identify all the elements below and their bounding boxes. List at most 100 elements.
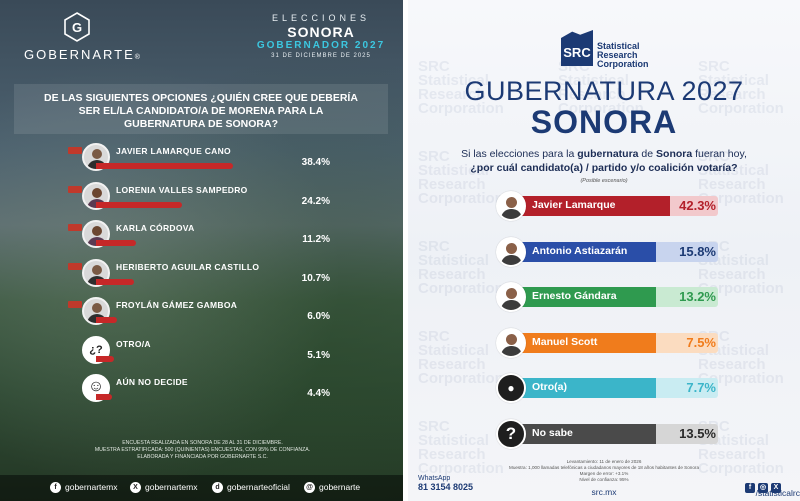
category-label: Ernesto Gándara (532, 290, 617, 302)
gobernarte-panel: G GOBERNARTE® ELECCIONES SONORA GOBERNAD… (0, 0, 403, 501)
header-race: GOBERNADOR 2027 (256, 40, 386, 51)
bar-track (506, 287, 718, 307)
bar-track (506, 378, 718, 398)
party-flag-icon (68, 262, 82, 270)
value-label: 42.3% (679, 198, 716, 213)
value-label: 10.7% (301, 272, 330, 284)
bar-track (96, 163, 326, 169)
question-icon: ¿? (82, 335, 110, 364)
right-bar-row: ? No sabe 13.5% (496, 418, 718, 449)
bar (96, 394, 112, 400)
category-label: No sabe (532, 426, 573, 439)
gobernarte-brand: GOBERNARTE® (24, 47, 142, 62)
gobernarte-logo-icon: G (64, 12, 90, 42)
tiktok-link[interactable]: d gobernarteoficial (212, 482, 290, 494)
instagram-link[interactable]: @ gobernarte (304, 482, 360, 494)
bar-track (506, 241, 718, 262)
facebook-link[interactable]: f gobernartemx (50, 482, 117, 494)
value-label: 13.5% (679, 425, 716, 441)
category-label: Otro(a) (532, 381, 567, 393)
x-icon[interactable]: X (771, 483, 781, 493)
watermark-logo: SRC Statistical Research Corporation (418, 148, 504, 207)
left-bar-row: FROYLÁN GÁMEZ GAMBOA 6.0% (0, 297, 403, 333)
methodology-note: Levantamiento: 11 de enero de 2026 Muest… (509, 459, 699, 482)
right-bar-row: Javier Lamarque 42.3% (496, 190, 718, 221)
facebook-icon[interactable]: f (745, 483, 755, 493)
value-label: 11.2% (302, 234, 330, 245)
value-label: 13.2% (679, 289, 716, 304)
bar (506, 241, 656, 262)
bar-track (96, 240, 326, 246)
right-bar-row: Antonio Astiazarán 15.8% (496, 236, 718, 267)
right-bar-row: Manuel Scott 7.5% (496, 327, 718, 358)
bar-track (96, 317, 326, 323)
bar (506, 196, 670, 216)
party-flag-icon (68, 224, 82, 231)
left-bar-row: ¿? OTRO/A 5.1% (0, 335, 403, 372)
right-bar-row: ● Otro(a) 7.7% (496, 372, 718, 403)
bar-track (96, 355, 326, 362)
website-link[interactable]: src.mx (591, 487, 617, 497)
value-label: 4.4% (307, 388, 330, 399)
bar (506, 332, 656, 353)
candidate-avatar (496, 236, 526, 267)
left-bar-row: ☺ AÚN NO DECIDE 4.4% (0, 374, 403, 410)
value-label: 5.1% (307, 349, 330, 361)
value-label: 7.5% (686, 334, 716, 350)
category-label: JAVIER LAMARQUE CANO (116, 146, 231, 156)
bar-track (96, 394, 326, 400)
category-label: AÚN NO DECIDE (116, 377, 188, 387)
background-photo (0, 0, 403, 501)
chart-title-line-2: SONORA (530, 104, 678, 140)
category-label: HERIBERTO AGUILAR CASTILLO (116, 261, 260, 272)
left-bar-row: KARLA CÓRDOVA 11.2% (0, 220, 403, 256)
methodology-note: ENCUESTA REALIZADA EN SONORA DE 28 AL 31… (94, 440, 311, 460)
svg-text:G: G (72, 20, 82, 35)
instagram-icon[interactable]: ◎ (758, 483, 768, 493)
bar (96, 278, 135, 285)
candidate-avatar (496, 191, 526, 221)
social-handle[interactable]: /statisticalrc (755, 488, 800, 498)
left-bar-row: JAVIER LAMARQUE CANO 38.4% (0, 143, 403, 179)
bar (506, 423, 656, 444)
tiktok-icon: d (212, 482, 223, 494)
header-date: 31 DE DICIEMBRE DE 2025 (271, 53, 371, 59)
survey-question: Si las elecciones para la gubernatura de… (461, 148, 747, 174)
bar-track (506, 423, 718, 444)
header-state: SONORA (287, 24, 355, 40)
instagram-icon: @ (304, 482, 315, 494)
social-icons: f ◎ X (745, 476, 795, 494)
value-label: 15.8% (679, 243, 716, 259)
category-label: LORENIA VALLES SAMPEDRO (116, 184, 248, 195)
category-label: Antonio Astiazarán (532, 244, 628, 257)
watermark-logo: SRC Statistical Research Corporation (418, 238, 504, 297)
header-elecciones: ELECCIONES (271, 13, 371, 23)
facebook-icon: f (50, 482, 61, 494)
bar-track (506, 332, 718, 353)
bar-track (96, 278, 326, 285)
bar (96, 317, 118, 323)
chart-title-line-1: GUBERNATURA 2027 (464, 76, 744, 106)
chart-title: DE LAS SIGUIENTES OPCIONES ¿QUIÉN CREE Q… (44, 92, 358, 130)
party-flag-icon (68, 147, 82, 154)
question-icon: ? (496, 418, 526, 449)
bar-track (96, 201, 326, 208)
watermark-logo: SRC Statistical Research Corporation (418, 418, 504, 477)
party-flag-icon (68, 185, 82, 193)
scenario-note: (Posible escenario) (580, 178, 628, 184)
src-name: Statistical Research Corporation (597, 41, 649, 69)
x-icon: X (130, 482, 141, 494)
category-label: Manuel Scott (532, 335, 598, 348)
whatsapp-contact[interactable]: WhatsApp 81 3154 8025 (418, 475, 474, 492)
party-flag-icon (68, 301, 82, 308)
bar (96, 240, 136, 246)
right-bar-row: Ernesto Gándara 13.2% (496, 281, 718, 312)
person-icon: ● (496, 373, 526, 403)
src-panel: SRC Statistical Research Corporation SRC … (408, 0, 800, 501)
bar-track (506, 196, 718, 216)
category-label: FROYLÁN GÁMEZ GAMBOA (116, 300, 238, 310)
watermark-logo: SRC Statistical Research Corporation (418, 328, 504, 387)
bar (506, 287, 656, 307)
